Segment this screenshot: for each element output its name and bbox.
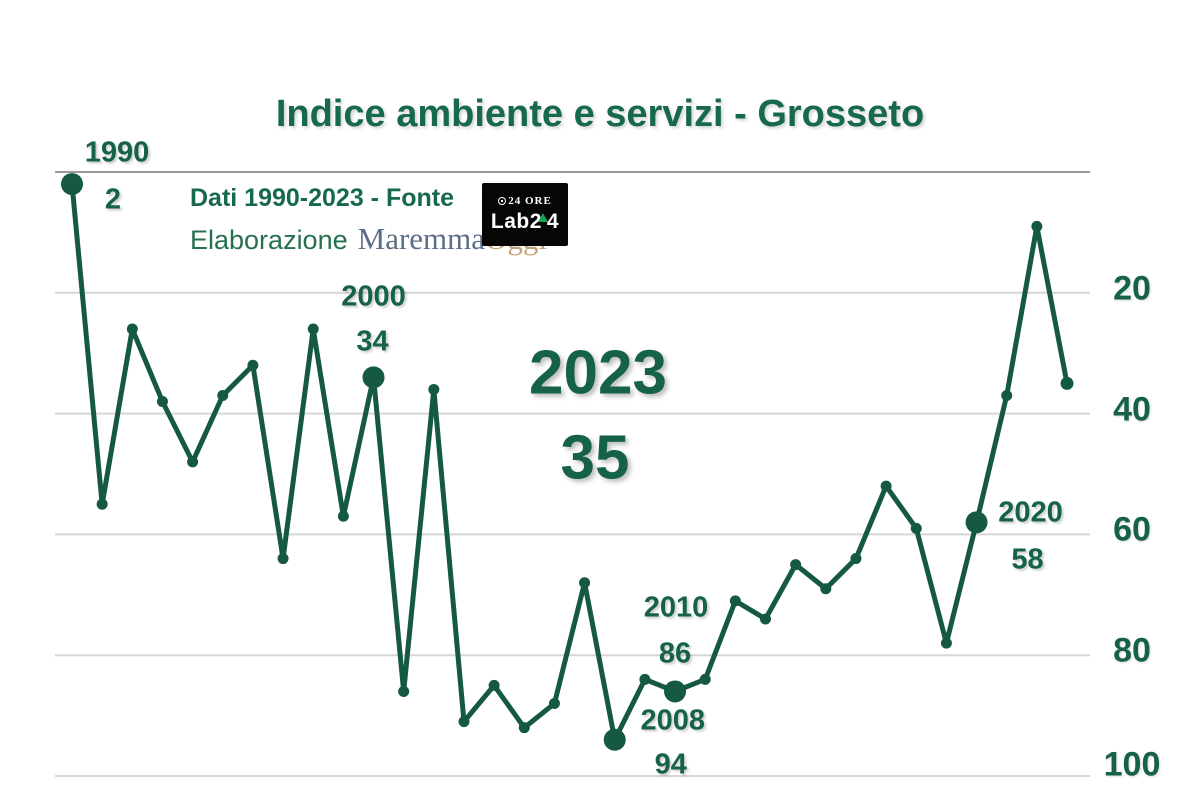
data-point	[548, 698, 560, 710]
annotation-value: 34	[356, 325, 389, 358]
sun-icon	[498, 197, 507, 205]
data-point	[579, 577, 591, 589]
annotation-value: 35	[560, 423, 630, 493]
source-caption: Dati 1990-2023 - Fonte	[190, 184, 454, 212]
lab24-wordmark: Lab2 4	[491, 210, 559, 234]
series-line	[69, 181, 1070, 743]
data-point	[488, 679, 500, 691]
data-point	[1001, 389, 1013, 401]
lab24-accent-icon	[537, 213, 548, 222]
data-point	[458, 716, 470, 728]
data-point	[337, 510, 349, 522]
data-point	[910, 522, 922, 534]
data-point	[880, 480, 892, 492]
data-point	[518, 722, 530, 734]
elaboration-label: Elaborazione	[190, 225, 348, 255]
data-point	[217, 389, 229, 401]
y-tick-label: 40	[1113, 390, 1151, 429]
data-point	[187, 456, 199, 468]
data-point	[398, 685, 410, 697]
data-point	[820, 583, 832, 595]
data-point	[639, 673, 651, 685]
y-tick-label: 80	[1113, 631, 1151, 670]
data-point	[729, 595, 741, 607]
data-point	[965, 511, 988, 534]
annotation-value: 2	[104, 183, 122, 216]
data-point	[790, 559, 802, 571]
data-point	[96, 498, 108, 510]
data-point	[1060, 376, 1074, 390]
data-point	[362, 366, 385, 389]
annotation-value: 86	[658, 637, 692, 670]
data-point	[277, 553, 289, 565]
data-point	[61, 173, 83, 196]
data-point	[699, 673, 711, 685]
annotation-year: 2000	[341, 280, 406, 313]
annotation-year: 2023	[529, 338, 667, 408]
data-point	[247, 359, 259, 371]
sole24ore-masthead: 24 ORE	[498, 195, 552, 207]
annotation-year: 2010	[643, 591, 709, 624]
y-tick-label: 100	[1103, 745, 1161, 784]
page-title: Indice ambiente e servizi - Grosseto	[275, 93, 925, 136]
masthead-text: 24 ORE	[508, 195, 552, 207]
y-tick-label: 20	[1113, 269, 1151, 308]
data-point	[850, 553, 862, 565]
sole24ore-lab24-logo: 24 ORE Lab2 4	[482, 183, 568, 246]
annotation-year: 1990	[84, 136, 150, 169]
y-tick-label: 60	[1113, 510, 1151, 549]
data-point	[759, 613, 771, 625]
data-point	[1031, 220, 1043, 232]
data-point	[307, 323, 319, 335]
lab24-text-pre: Lab2	[490, 210, 542, 233]
data-point	[156, 396, 168, 408]
annotation-year: 2020	[998, 496, 1063, 529]
data-point	[126, 323, 138, 335]
data-point	[603, 728, 626, 751]
data-point	[940, 637, 952, 649]
annotation-year: 2008	[640, 704, 705, 737]
data-point	[664, 680, 687, 703]
annotation-value: 94	[654, 748, 687, 781]
lab24-text-post: 4	[546, 210, 560, 233]
data-point	[428, 383, 440, 395]
annotation-value: 58	[1011, 543, 1044, 576]
brand-maremma-text: Maremma	[357, 221, 486, 256]
